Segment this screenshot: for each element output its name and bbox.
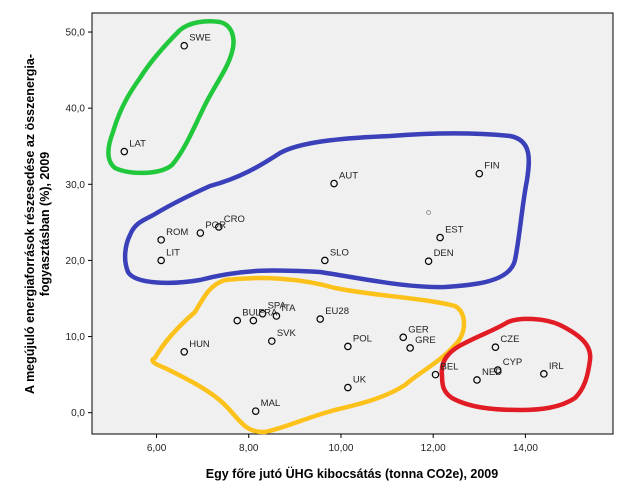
point-marker-cro <box>214 223 223 231</box>
point-label-fra: FRA <box>258 308 278 319</box>
cluster-outline-red <box>439 316 593 413</box>
point-marker-mal <box>251 407 260 415</box>
point-marker-bel <box>431 370 440 379</box>
plot-background <box>91 12 614 435</box>
point-label-ned: NED <box>482 367 502 378</box>
point-label-ger: GER <box>408 324 429 335</box>
y-axis-title-line2: fogyasztásban (%), 2009 <box>38 152 52 297</box>
x-axis-title: Egy főre jutó ÜHG kibocsátás (tonna CO2e… <box>206 466 498 481</box>
point-label-spa: SPA <box>268 301 287 312</box>
point-label-est: EST <box>445 225 464 236</box>
point-label-slo: SLO <box>330 247 349 258</box>
point-marker-ned <box>473 376 481 384</box>
point-marker-cyp <box>493 366 502 374</box>
y-tick-label: 20,0 <box>66 256 86 267</box>
point-marker-pol <box>344 342 352 351</box>
x-axis: 6,00 8,00 10,00 12,00 14,00 <box>147 434 538 454</box>
y-axis-title-line1: A megújuló energiaforrások részesedése a… <box>23 54 37 394</box>
y-tick-label: 0,0 <box>71 408 85 419</box>
point-marker-por <box>196 229 205 237</box>
point-label-fin: FIN <box>484 161 499 172</box>
point-label-uk: UK <box>353 375 367 386</box>
point-marker-aut <box>330 179 338 188</box>
point-marker-fin <box>475 169 484 178</box>
point-label-hun: HUN <box>189 339 210 350</box>
point-marker-den <box>424 257 433 265</box>
x-tick-label: 14,00 <box>513 443 538 454</box>
y-tick-label: 40,0 <box>66 104 86 115</box>
point-label-mal: MAL <box>261 398 281 409</box>
point-label-por: POR <box>205 220 226 231</box>
point-marker-lit <box>157 256 165 265</box>
point-label-bul: BUL <box>242 308 260 319</box>
point-label-swe: SWE <box>189 33 211 44</box>
point-marker-lat <box>120 147 129 156</box>
point-marker-cze <box>491 343 500 352</box>
faint-marker <box>426 209 432 215</box>
point-marker-slo <box>321 256 329 265</box>
x-tick-label: 10,00 <box>328 443 353 454</box>
point-marker-svk <box>268 337 276 345</box>
point-label-lat: LAT <box>129 139 146 150</box>
point-label-rom: ROM <box>166 227 188 238</box>
point-marker-rom <box>157 236 165 244</box>
point-label-pol: POL <box>353 333 372 344</box>
point-marker-swe <box>180 41 189 50</box>
point-label-lit: LIT <box>166 247 180 258</box>
y-axis-title-group: A megújuló energiaforrások részesedése a… <box>23 54 52 394</box>
y-tick-label: 10,0 <box>66 332 86 343</box>
point-marker-gre <box>406 344 414 352</box>
point-label-aut: AUT <box>339 171 358 182</box>
point-marker-bul <box>233 316 242 325</box>
point-marker-eu28 <box>316 315 325 323</box>
point-label-cro: CRO <box>224 214 245 225</box>
y-tick-label: 50,0 <box>66 28 86 39</box>
point-label-gre: GRE <box>415 335 436 346</box>
cluster-outline-green <box>106 19 236 176</box>
point-marker-spa <box>258 309 267 318</box>
y-tick-label: 30,0 <box>66 180 86 191</box>
point-marker-uk <box>344 383 352 392</box>
point-label-cze: CZE <box>500 334 519 345</box>
point-marker-ger <box>399 333 408 342</box>
point-marker-est <box>436 233 444 242</box>
point-marker-fra <box>249 316 258 325</box>
x-tick-label: 6,00 <box>147 443 167 454</box>
cluster-outline-blue <box>122 131 531 290</box>
point-marker-hun <box>180 347 189 356</box>
x-tick-label: 8,00 <box>239 443 259 454</box>
point-label-bel: BEL <box>440 362 458 373</box>
x-tick-label: 12,00 <box>421 443 446 454</box>
point-marker-irl <box>540 370 548 378</box>
point-label-irl: IRL <box>549 361 564 372</box>
point-label-cyp: CYP <box>503 357 523 368</box>
cluster-outline-yellow <box>150 275 467 435</box>
point-label-eu28: EU28 <box>325 306 349 317</box>
point-label-den: DEN <box>434 248 454 259</box>
y-axis: 0,0 10,0 20,0 30,0 40,0 50,0 <box>66 28 92 419</box>
point-label-ita: ITA <box>281 303 296 314</box>
point-label-svk: SVK <box>277 328 297 339</box>
point-marker-ita <box>272 312 281 320</box>
